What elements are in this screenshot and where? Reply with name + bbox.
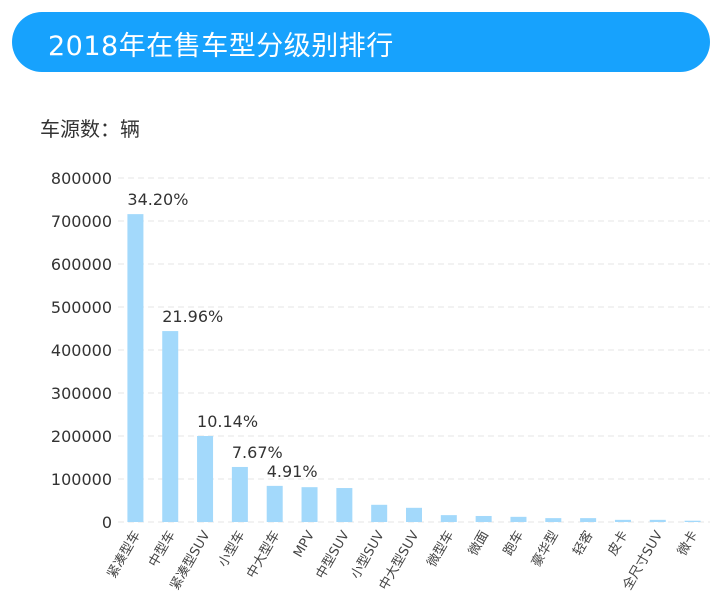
data-label: 21.96% — [162, 307, 223, 326]
x-tick-label: 皮卡 — [605, 529, 631, 559]
y-tick-label: 700000 — [51, 212, 112, 231]
x-tick-label: 轻客 — [570, 528, 597, 559]
data-label: 34.20% — [127, 190, 188, 209]
y-tick-label: 200000 — [51, 427, 112, 446]
y-axis-unit-label: 车源数：辆 — [40, 117, 140, 141]
bar-紧凑型SUV — [197, 436, 214, 522]
x-tick-label: 豪华型 — [528, 528, 561, 570]
title-banner: 2018年在售车型分级别排行 — [12, 12, 710, 72]
bar-皮卡 — [614, 519, 631, 522]
bar-小型SUV — [371, 504, 388, 522]
bar-中大型SUV — [406, 507, 422, 522]
x-tick-label: 小型车 — [215, 528, 248, 570]
bar-微卡 — [684, 520, 701, 522]
y-tick-label: 300000 — [51, 384, 112, 403]
y-tick-label: 600000 — [51, 255, 112, 274]
x-tick-label: 微面 — [466, 529, 492, 559]
x-tick-label: MPV — [291, 528, 318, 560]
y-tick-label: 500000 — [51, 298, 112, 317]
x-tick-label: 中型车 — [145, 528, 178, 570]
bar-微型车 — [440, 515, 457, 522]
x-tick-label: 紧凑型车 — [104, 528, 144, 581]
x-tick-label: 小型SUV — [348, 528, 387, 581]
bar-全尺寸SUV — [649, 519, 666, 522]
bar-轻客 — [580, 518, 597, 522]
y-tick-label: 400000 — [51, 341, 112, 360]
bar-中大型车 — [266, 485, 283, 522]
y-tick-label: 100000 — [51, 470, 112, 489]
x-tick-label: 跑车 — [500, 528, 527, 559]
bar-紧凑型车 — [127, 214, 144, 522]
bar-中型SUV — [336, 488, 353, 522]
data-label: 10.14% — [197, 412, 258, 431]
bar-跑车 — [510, 516, 527, 522]
x-tick-label: 中大型车 — [243, 528, 283, 581]
bar-豪华型 — [545, 518, 562, 522]
page-title: 2018年在售车型分级别排行 — [48, 31, 394, 62]
x-tick-label: 微型车 — [424, 528, 457, 570]
data-label: 4.91% — [267, 462, 318, 481]
bar-中型车 — [162, 331, 179, 522]
y-tick-label: 800000 — [51, 169, 112, 188]
data-label: 7.67% — [232, 443, 283, 462]
bar-MPV — [301, 487, 318, 522]
x-tick-label: 中型SUV — [313, 528, 352, 581]
bar-小型车 — [231, 466, 248, 522]
y-tick-label: 0 — [102, 513, 112, 532]
x-tick-label: 微卡 — [675, 529, 701, 559]
bar-微面 — [475, 515, 492, 522]
